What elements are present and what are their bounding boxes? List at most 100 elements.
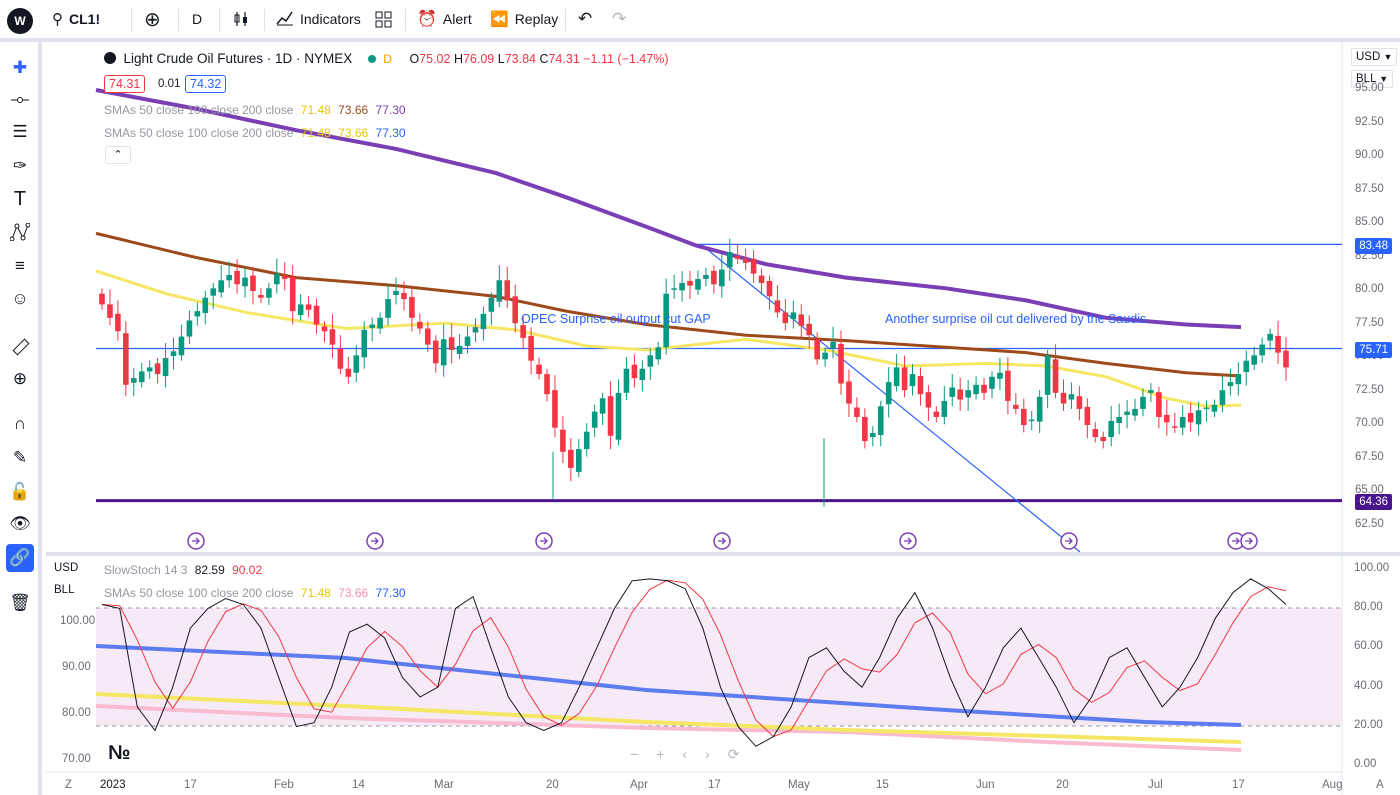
candle-body — [711, 270, 717, 285]
bid-price-button[interactable]: 74.31 — [104, 75, 146, 93]
time-label: Feb — [274, 779, 294, 791]
osc-sma-legend[interactable]: SMAs 50 close 100 close 200 close 71.48 … — [104, 586, 406, 600]
sma-legend-2[interactable]: SMAs 50 close 100 close 200 close 71.48 … — [104, 126, 406, 140]
candle-body — [138, 371, 145, 383]
emoji-icon[interactable]: ☺ — [11, 289, 29, 308]
ohlc-l-label: L — [497, 52, 505, 66]
candle-body — [353, 355, 360, 373]
plus-circle-icon[interactable]: ⊕ — [144, 8, 161, 31]
sma-legend-label: SMAs 50 close 100 close 200 close — [104, 126, 294, 140]
candle-body — [1076, 396, 1083, 409]
indicators-button[interactable]: Indicators — [276, 0, 361, 38]
ruler-icon[interactable] — [6, 333, 34, 361]
link-icon[interactable]: 🔗 — [6, 544, 34, 572]
pattern-icon[interactable] — [6, 218, 34, 246]
symbol-dot-icon — [104, 52, 116, 64]
candle-body — [1036, 396, 1043, 422]
scroll-left-icon[interactable]: ‹ — [682, 746, 688, 762]
scroll-right-icon[interactable]: › — [705, 746, 710, 762]
zoom-in-icon[interactable]: + — [656, 746, 665, 762]
candle-body — [1132, 408, 1138, 416]
event-marker-arrow — [192, 537, 200, 545]
stoch-legend[interactable]: SlowStoch 14 3 82.59 90.02 — [104, 563, 262, 577]
search-icon: ⚲ — [52, 11, 63, 28]
zoom-icon[interactable]: ⊕ — [12, 369, 28, 388]
candle-body — [703, 274, 709, 279]
candle-body — [814, 339, 820, 360]
unit-dropdown[interactable]: BLL ▼ — [1351, 70, 1394, 88]
chart-area[interactable]: Light Crude Oil Futures · 1D · NYMEX D O… — [46, 42, 1400, 795]
candle-body — [631, 364, 638, 379]
sma100-value: 73.66 — [338, 586, 369, 600]
osc-tick: 60.00 — [1354, 640, 1383, 652]
chevron-down-icon: ▼ — [1379, 74, 1389, 84]
fib-icon[interactable]: ☰ — [12, 122, 28, 141]
candle-body — [973, 384, 979, 395]
price-tag-83-48[interactable]: 83.48 — [1355, 238, 1392, 254]
time-label: Mar — [434, 779, 454, 791]
event-marker-arrow — [904, 537, 912, 545]
price-tick: 70.00 — [1355, 417, 1384, 429]
candles-icon[interactable] — [232, 0, 250, 38]
candle-body — [893, 367, 900, 387]
magnet-icon[interactable]: ∩ — [13, 414, 27, 433]
candle-body — [1251, 355, 1258, 365]
interval-button[interactable]: D — [192, 11, 203, 27]
auto-scale-button-z[interactable]: Z — [65, 779, 73, 791]
crosshair-icon[interactable]: ✚ — [12, 58, 28, 77]
candle-body — [99, 293, 105, 305]
candle-body — [1084, 406, 1091, 425]
price-tag-75-71[interactable]: 75.71 — [1355, 342, 1392, 358]
candle-body — [1211, 404, 1218, 412]
divider — [264, 9, 265, 31]
symbol-search[interactable]: ⚲ CL1! — [52, 0, 100, 38]
osc-tick: 100.00 — [1354, 562, 1390, 574]
candle-body — [123, 333, 129, 385]
osc-currency-label[interactable]: USD — [50, 560, 83, 576]
candle-body — [869, 433, 876, 438]
candle-body — [1171, 426, 1178, 428]
indicators-label: Indicators — [300, 11, 361, 27]
opec-annotation[interactable]: OPEC Surprise oil output cut GAP — [521, 312, 711, 326]
osc-unit-label[interactable]: BLL — [50, 582, 79, 598]
forecast-icon[interactable]: ≡ — [15, 256, 25, 275]
alert-button[interactable]: ⏰ Alert — [417, 0, 472, 38]
app-logo[interactable]: W — [7, 8, 33, 34]
text-icon[interactable]: T — [13, 187, 27, 210]
auto-scale-button-a[interactable]: A — [1376, 779, 1384, 791]
price-tick: 90.00 — [1355, 149, 1384, 161]
reset-chart-icon[interactable]: ⟳ — [727, 746, 740, 762]
trend-line-icon[interactable] — [6, 86, 34, 114]
candle-body — [432, 340, 439, 364]
sma-legend-1[interactable]: SMAs 50 close 100 close 200 close 71.48 … — [104, 103, 406, 117]
replay-button[interactable]: ⏪ Replay — [490, 0, 558, 38]
redo-icon[interactable]: ↷ — [612, 9, 627, 28]
osc-tick: 0.00 — [1354, 758, 1377, 770]
sma200-value: 77.30 — [375, 126, 406, 140]
zoom-out-icon[interactable]: − — [630, 746, 639, 762]
candle-body — [464, 336, 471, 346]
candle-body — [130, 378, 137, 383]
undo-icon[interactable]: ↶ — [578, 9, 593, 28]
templates-icon[interactable] — [375, 0, 392, 38]
saudi-annotation[interactable]: Another surprise oil cut delivered by th… — [885, 312, 1147, 326]
ask-price-button[interactable]: 74.32 — [185, 75, 227, 93]
lock-icon[interactable]: 🔓 — [9, 482, 31, 501]
candle-body — [258, 295, 264, 298]
chart-canvas[interactable] — [46, 42, 1400, 795]
trash-icon[interactable]: 🗑 — [9, 593, 31, 612]
brush-icon[interactable]: ✑ — [12, 156, 28, 175]
candle-body — [1235, 374, 1242, 385]
lock-draw-icon[interactable]: ✎ — [12, 448, 28, 467]
price-tag-64-36[interactable]: 64.36 — [1355, 494, 1392, 510]
candle-body — [862, 416, 868, 442]
candle-body — [210, 288, 217, 296]
currency-dropdown[interactable]: USD ▼ — [1351, 48, 1398, 66]
collapse-legend-button[interactable]: ⌃ — [105, 146, 131, 164]
eye-icon[interactable]: 👁 — [9, 514, 31, 533]
time-label: 14 — [352, 779, 365, 791]
candle-body — [496, 280, 503, 302]
candle-body — [671, 288, 677, 290]
osc-tick: 40.00 — [1354, 680, 1383, 692]
sma100-line — [95, 231, 1242, 378]
